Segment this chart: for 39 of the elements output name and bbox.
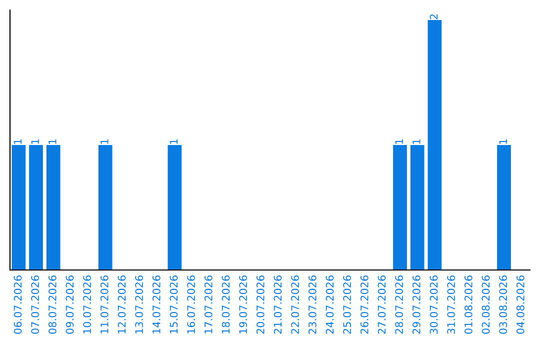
x-tick-label: 24.07.2026 (326, 276, 334, 334)
x-tick-label: 14.07.2026 (152, 276, 160, 334)
x-tick-label: 12.07.2026 (118, 276, 126, 334)
x-tick-label: 02.08.2026 (482, 276, 490, 334)
x-tick-label: 18.07.2026 (222, 276, 230, 334)
data-label: 1 (499, 139, 507, 144)
x-tick-label: 09.07.2026 (66, 276, 74, 334)
x-tick-label: 20.07.2026 (256, 276, 264, 334)
x-tick-label: 22.07.2026 (291, 276, 300, 334)
x-tick-label: 04.08.2026 (516, 276, 524, 334)
x-tick-label: 01.08.2026 (464, 276, 472, 334)
data-label: 1 (412, 139, 420, 144)
x-tick-label: 16.07.2026 (187, 276, 196, 334)
x-tick-label: 06.07.2026 (14, 276, 22, 334)
data-label: 1 (170, 139, 178, 144)
data-label: 1 (100, 139, 108, 144)
x-tick-label: 11.07.2026 (100, 276, 108, 334)
data-label: 1 (395, 139, 403, 144)
x-tick-label: 07.07.2026 (31, 276, 40, 334)
x-tick-label: 31.07.2026 (447, 276, 456, 334)
x-tick-label: 19.07.2026 (239, 276, 248, 334)
x-tick-label: 27.07.2026 (378, 276, 386, 334)
x-tick-label: 26.07.2026 (360, 276, 368, 334)
x-tick-label: 29.07.2026 (412, 276, 420, 334)
x-tick-label: 03.08.2026 (499, 276, 508, 334)
x-tick-label: 13.07.2026 (135, 276, 144, 334)
data-label: 1 (48, 139, 56, 144)
x-tick-label: 30.07.2026 (430, 276, 438, 334)
data-label: 1 (31, 139, 39, 144)
x-tick-label: 08.07.2026 (48, 276, 56, 334)
x-tick-label: 28.07.2026 (395, 276, 404, 334)
data-label: 2 (430, 14, 438, 20)
x-tick-label: 21.07.2026 (274, 276, 282, 334)
data-label: 1 (14, 139, 22, 144)
x-tick-label: 17.07.2026 (204, 276, 212, 334)
x-tick-label: 15.07.2026 (170, 276, 178, 334)
x-tick-label: 10.07.2026 (83, 276, 92, 334)
x-tick-label: 23.07.2026 (308, 276, 316, 334)
x-tick-label: 25.07.2026 (343, 276, 352, 334)
